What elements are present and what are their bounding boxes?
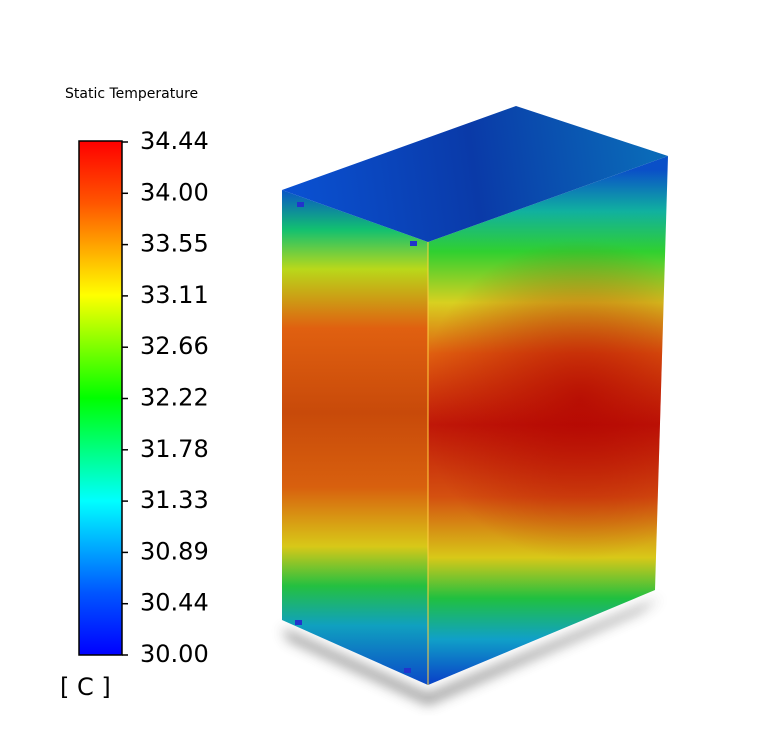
box-left-face — [282, 190, 428, 685]
tick-label: 30.44 — [140, 589, 209, 617]
port — [295, 620, 302, 625]
legend-unit: [ C ] — [60, 673, 111, 701]
port — [410, 241, 417, 246]
port — [404, 668, 411, 673]
tick-label: 33.55 — [140, 230, 209, 258]
tick-label: 30.00 — [140, 640, 209, 668]
port — [297, 202, 304, 207]
legend-title: Static Temperature — [65, 86, 198, 102]
tick-label: 32.66 — [140, 332, 209, 360]
shadow — [282, 598, 660, 705]
box-top-face — [282, 106, 668, 242]
tick-label: 34.44 — [140, 127, 209, 155]
tick-label: 30.89 — [140, 537, 209, 565]
color-bar — [78, 140, 123, 656]
tick-label: 34.00 — [140, 178, 209, 206]
tick-label: 33.11 — [140, 281, 209, 309]
tick-label: 31.33 — [140, 486, 209, 514]
box-hot-spot — [428, 156, 668, 685]
tick-label: 31.78 — [140, 435, 209, 463]
tick-label: 32.22 — [140, 384, 209, 412]
